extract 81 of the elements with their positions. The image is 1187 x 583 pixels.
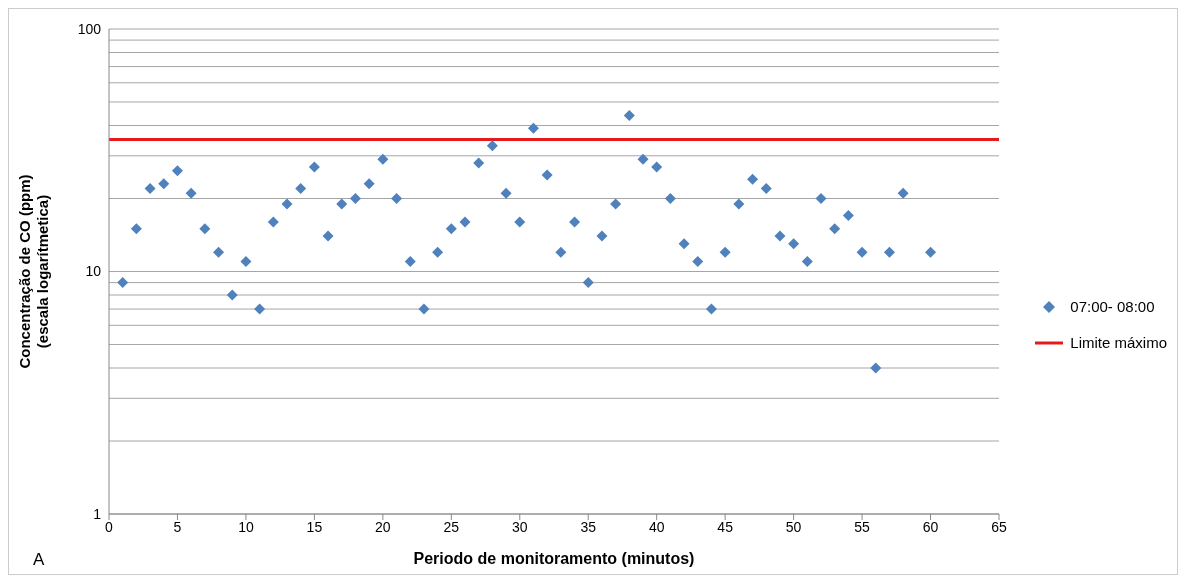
y-tick-label: 100 <box>77 20 102 37</box>
point <box>418 303 430 315</box>
point <box>363 178 375 190</box>
y-axis-title: Concentração de CO (ppm) (escala logarítmetica) <box>16 174 51 369</box>
point <box>705 303 717 315</box>
legend-label: Limite máximo <box>1070 333 1167 353</box>
x-tick-label: 0 <box>105 518 114 535</box>
x-tick-label: 40 <box>648 518 665 535</box>
point <box>788 238 800 250</box>
point <box>651 161 663 173</box>
point <box>199 223 211 235</box>
point <box>445 223 457 235</box>
point <box>377 153 389 165</box>
point <box>171 165 183 177</box>
point <box>623 109 635 121</box>
point <box>569 216 581 228</box>
point <box>308 161 320 173</box>
point <box>213 246 225 258</box>
x-tick-label: 55 <box>854 518 871 535</box>
point <box>158 178 170 190</box>
point <box>610 198 622 210</box>
x-tick-label: 45 <box>717 518 734 535</box>
point <box>747 173 759 185</box>
point <box>267 216 279 228</box>
text: A <box>33 550 45 570</box>
x-tick-label: 10 <box>238 518 254 535</box>
point <box>336 198 348 210</box>
point <box>144 182 156 194</box>
point <box>842 210 854 222</box>
point <box>897 187 909 199</box>
x-tick-label: 60 <box>922 518 939 535</box>
point <box>391 193 403 204</box>
x-tick-label: 15 <box>306 518 323 535</box>
point <box>733 198 745 210</box>
point <box>692 255 704 267</box>
point <box>459 216 471 228</box>
point <box>829 223 841 235</box>
point <box>883 246 895 258</box>
point <box>719 246 731 258</box>
point <box>774 230 786 242</box>
y-tick-label: 1 <box>93 505 102 522</box>
point <box>637 153 649 165</box>
point <box>240 255 252 267</box>
x-tick-label: 35 <box>580 518 597 535</box>
point <box>527 122 539 134</box>
point <box>486 140 498 152</box>
x-tick-label: 20 <box>375 518 391 535</box>
point <box>295 182 307 194</box>
point <box>500 187 512 199</box>
x-axis-title: Periodo de monitoramento (minutos) <box>413 550 695 567</box>
point <box>555 246 567 258</box>
point <box>514 216 526 228</box>
point <box>541 169 553 181</box>
point <box>760 182 772 194</box>
x-tick-label: 65 <box>991 518 1007 535</box>
point <box>185 187 197 199</box>
point <box>815 193 827 204</box>
point <box>925 246 937 258</box>
point <box>664 193 676 204</box>
point <box>226 289 238 301</box>
point <box>473 157 485 169</box>
legend-label: 07:00- 08:00 <box>1070 297 1155 317</box>
point <box>117 277 129 289</box>
point <box>856 246 868 258</box>
point <box>678 238 690 250</box>
point <box>596 230 608 242</box>
point <box>254 303 266 315</box>
point <box>322 230 334 242</box>
point <box>582 277 594 289</box>
y-tick-label: 10 <box>85 263 102 280</box>
point <box>404 255 416 267</box>
x-tick-label: 25 <box>443 518 460 535</box>
point <box>801 255 813 267</box>
x-tick-label: 50 <box>785 518 802 535</box>
point <box>281 198 293 210</box>
point <box>130 223 142 235</box>
point <box>349 193 361 204</box>
point <box>870 362 882 374</box>
point <box>432 246 444 258</box>
x-tick-label: 5 <box>173 518 182 535</box>
x-tick-label: 30 <box>511 518 528 535</box>
